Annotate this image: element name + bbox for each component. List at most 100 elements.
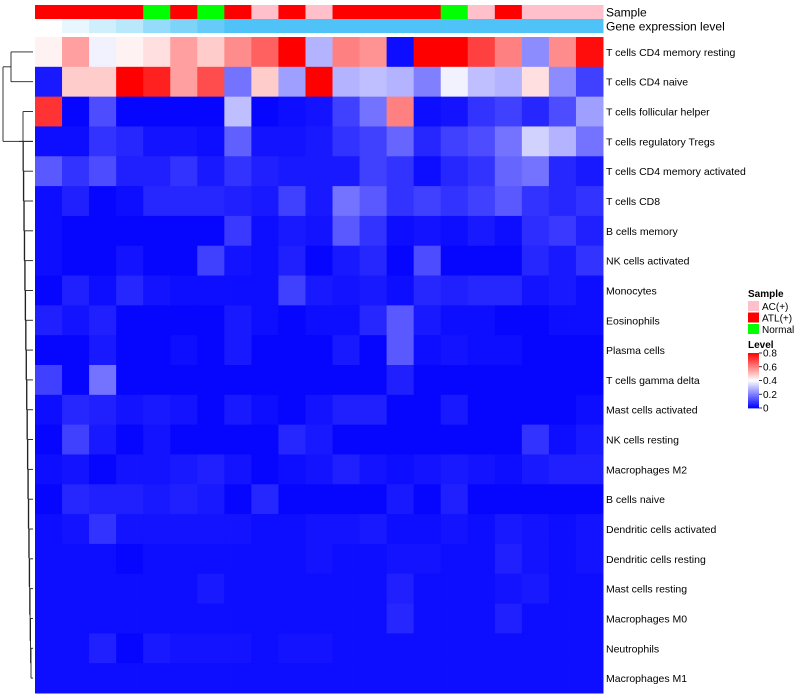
row-label: Neutrophils bbox=[606, 643, 659, 655]
heatmap-cell-r7-c18 bbox=[494, 215, 523, 247]
heatmap-cell-r14-c8 bbox=[224, 424, 252, 455]
heatmap-cell-r7-c3 bbox=[89, 215, 117, 247]
heatmap-cell-r8-c10 bbox=[278, 245, 306, 277]
heatmap-cell-r15-c17 bbox=[467, 454, 496, 485]
heatmap-cell-r9-c16 bbox=[440, 275, 469, 306]
heatmap-cell-r14-c7 bbox=[197, 424, 225, 455]
heatmap-cell-r12-c9 bbox=[251, 365, 279, 396]
heatmap-cell-r12-c8 bbox=[224, 365, 252, 396]
annotation-cell-sample-11 bbox=[305, 5, 334, 19]
heatmap-cell-r21-c19 bbox=[521, 633, 550, 664]
heatmap-cell-r2-c11 bbox=[305, 66, 334, 98]
heatmap-cell-r10-c1 bbox=[35, 305, 63, 336]
heatmap-cell-r4-c12 bbox=[332, 126, 361, 157]
annotation-cell-gene-expression-level-13 bbox=[359, 19, 388, 33]
heatmap-cell-r15-c20 bbox=[548, 454, 577, 485]
legend-title-level: Level bbox=[748, 340, 774, 351]
heatmap-cell-r20-c7 bbox=[197, 603, 225, 634]
heatmap-cell-r20-c20 bbox=[548, 603, 577, 634]
heatmap-cell-r13-c21 bbox=[575, 394, 604, 426]
heatmap-cell-r16-c11 bbox=[305, 484, 334, 515]
heatmap-cell-r9-c5 bbox=[143, 275, 171, 306]
heatmap-cell-r1-c21 bbox=[575, 37, 604, 68]
heatmap-cell-r10-c8 bbox=[224, 305, 252, 336]
heatmap-cell-r14-c16 bbox=[440, 424, 469, 455]
heatmap-cell-r15-c19 bbox=[521, 454, 550, 485]
heatmap-cell-r12-c20 bbox=[548, 365, 577, 396]
heatmap-cell-r1-c8 bbox=[224, 37, 252, 68]
heatmap-cell-r8-c5 bbox=[143, 245, 171, 277]
heatmap-cell-r10-c18 bbox=[494, 305, 523, 336]
heatmap-cell-r17-c17 bbox=[467, 514, 496, 545]
heatmap-cell-r3-c4 bbox=[116, 96, 144, 127]
heatmap-cell-r8-c6 bbox=[170, 245, 198, 277]
heatmap-cell-r16-c7 bbox=[197, 484, 225, 515]
heatmap-cell-r3-c5 bbox=[143, 96, 171, 127]
heatmap-cell-r15-c5 bbox=[143, 454, 171, 485]
heatmap-cell-r16-c2 bbox=[62, 484, 90, 515]
heatmap-cell-r9-c9 bbox=[251, 275, 279, 306]
heatmap-cell-r6-c19 bbox=[521, 186, 550, 217]
heatmap-cell-r14-c3 bbox=[89, 424, 117, 455]
heatmap-cell-r2-c2 bbox=[62, 66, 90, 98]
heatmap-cell-r17-c4 bbox=[116, 514, 144, 545]
heatmap-cell-r11-c20 bbox=[548, 335, 577, 366]
heatmap-cell-r12-c18 bbox=[494, 365, 523, 396]
heatmap-cell-r19-c12 bbox=[332, 573, 361, 605]
heatmap-cell-r1-c5 bbox=[143, 37, 171, 68]
heatmap-cell-r1-c2 bbox=[62, 37, 90, 68]
heatmap-cell-r18-c9 bbox=[251, 543, 279, 575]
row-label: Monocytes bbox=[606, 285, 657, 297]
heatmap-cell-r22-c4 bbox=[116, 663, 144, 694]
heatmap-cell-r19-c7 bbox=[197, 573, 225, 605]
heatmap-cell-r10-c11 bbox=[305, 305, 334, 336]
heatmap-cell-r1-c11 bbox=[305, 37, 334, 68]
heatmap-cell-r4-c1 bbox=[35, 126, 63, 157]
heatmap-cell-r9-c2 bbox=[62, 275, 90, 306]
heatmap-cell-r15-c16 bbox=[440, 454, 469, 485]
level-colorbar-segment bbox=[748, 406, 759, 409]
heatmap-cell-r21-c3 bbox=[89, 633, 117, 664]
annotation-cell-sample-1 bbox=[35, 5, 63, 19]
heatmap-cell-r22-c21 bbox=[575, 663, 604, 694]
level-colorbar-segment bbox=[748, 369, 759, 372]
heatmap-cell-r4-c10 bbox=[278, 126, 306, 157]
heatmap-cell-r13-c14 bbox=[386, 394, 415, 426]
heatmap-cell-r16-c12 bbox=[332, 484, 361, 515]
heatmap-cell-r7-c4 bbox=[116, 215, 144, 247]
annotation-cell-gene-expression-level-15 bbox=[413, 19, 442, 33]
heatmap-cell-r8-c3 bbox=[89, 245, 117, 277]
row-label: T cells CD4 memory activated bbox=[606, 166, 746, 178]
heatmap-cell-r19-c13 bbox=[359, 573, 388, 605]
heatmap-cell-r11-c16 bbox=[440, 335, 469, 366]
row-label: T cells regulatory Tregs bbox=[606, 136, 715, 148]
heatmap-cell-r20-c8 bbox=[224, 603, 252, 634]
heatmap-cell-r13-c13 bbox=[359, 394, 388, 426]
annotation-cell-gene-expression-level-7 bbox=[197, 19, 225, 33]
heatmap-cell-r15-c14 bbox=[386, 454, 415, 485]
heatmap-cell-r22-c14 bbox=[386, 663, 415, 694]
level-tick-label: 0.8 bbox=[763, 349, 777, 360]
heatmap-cell-r20-c2 bbox=[62, 603, 90, 634]
heatmap-cell-r19-c2 bbox=[62, 573, 90, 605]
annotation-cell-gene-expression-level-16 bbox=[440, 19, 469, 33]
level-colorbar-segment bbox=[748, 391, 759, 394]
row-label: Dendritic cells activated bbox=[606, 524, 716, 536]
heatmap-cell-r8-c11 bbox=[305, 245, 334, 277]
heatmap-cell-r14-c11 bbox=[305, 424, 334, 455]
heatmap-cell-r6-c15 bbox=[413, 186, 442, 217]
heatmap-cell-r2-c6 bbox=[170, 66, 198, 98]
heatmap-cell-r16-c13 bbox=[359, 484, 388, 515]
heatmap-cell-r7-c1 bbox=[35, 215, 63, 247]
heatmap-cell-r1-c1 bbox=[35, 37, 63, 68]
heatmap-cell-r10-c5 bbox=[143, 305, 171, 336]
heatmap-cell-r10-c21 bbox=[575, 305, 604, 336]
heatmap-cell-r12-c2 bbox=[62, 365, 90, 396]
heatmap-cell-r19-c15 bbox=[413, 573, 442, 605]
heatmap-cell-r19-c17 bbox=[467, 573, 496, 605]
heatmap-cell-r15-c9 bbox=[251, 454, 279, 485]
heatmap-cell-r13-c16 bbox=[440, 394, 469, 426]
heatmap-cell-r18-c11 bbox=[305, 543, 334, 575]
heatmap-cell-r10-c16 bbox=[440, 305, 469, 336]
heatmap-cell-r19-c10 bbox=[278, 573, 306, 605]
